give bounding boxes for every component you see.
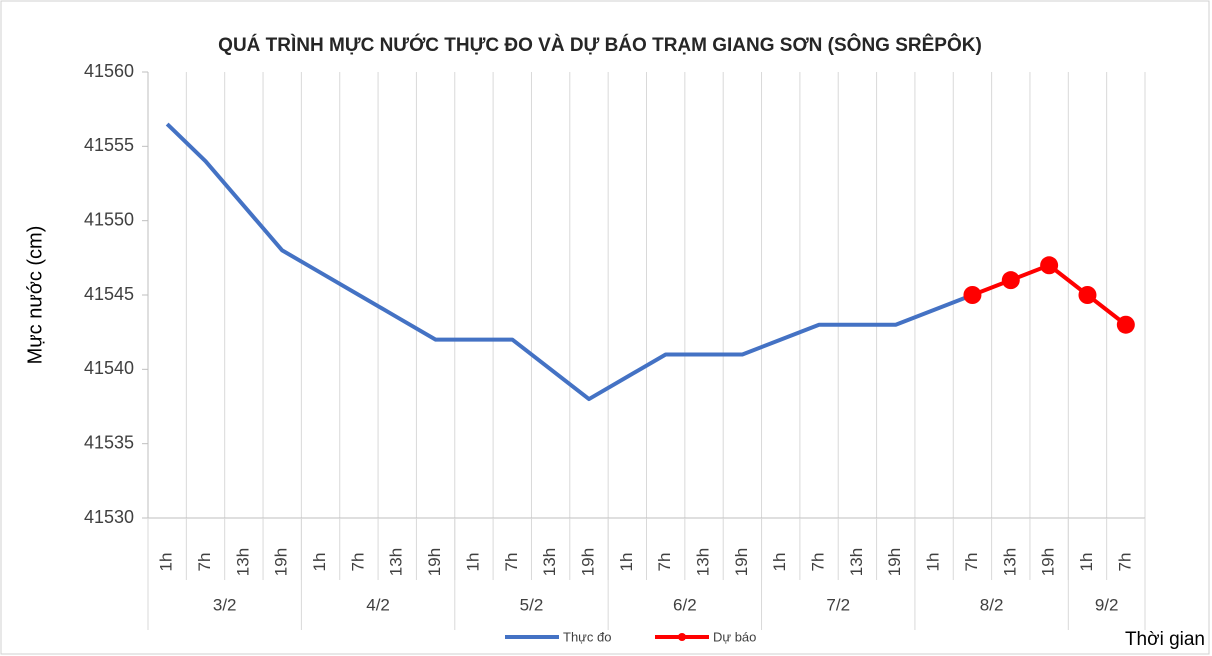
group-label: 9/2	[1095, 595, 1119, 614]
x-tick-label: 1h	[770, 553, 789, 572]
y-tick-label: 41555	[84, 135, 134, 155]
x-tick-label: 13h	[540, 548, 559, 576]
x-tick-label: 19h	[578, 548, 597, 576]
x-tick-label: 13h	[387, 548, 406, 576]
x-tick-label: 19h	[272, 548, 291, 576]
group-label: 6/2	[673, 595, 697, 614]
chart-title: QUÁ TRÌNH MỰC NƯỚC THỰC ĐO VÀ DỰ BÁO TRẠ…	[218, 34, 982, 56]
x-tick-label: 19h	[885, 548, 904, 576]
marker	[1001, 271, 1020, 290]
marker	[1078, 286, 1097, 304]
x-tick-label: 1h	[924, 553, 943, 572]
legend-label: Dự báo	[713, 629, 756, 644]
legend-label: Thực đo	[563, 629, 611, 644]
x-tick-label: 7h	[195, 553, 214, 572]
x-tick-label: 7h	[348, 553, 367, 572]
y-tick-label: 41530	[84, 507, 134, 527]
y-tick-label: 41540	[84, 358, 134, 378]
x-axis-label: Thời gian	[1125, 629, 1205, 650]
x-tick-label: 19h	[732, 548, 751, 576]
y-tick-label: 41560	[84, 61, 134, 81]
x-tick-label: 19h	[1039, 548, 1058, 576]
x-tick-label: 13h	[1000, 548, 1019, 576]
y-tick-label: 41545	[84, 284, 134, 304]
group-label: 4/2	[366, 595, 390, 614]
x-tick-label: 1h	[157, 553, 176, 572]
y-axis-label: Mực nước (cm)	[24, 226, 46, 365]
marker	[1040, 256, 1059, 275]
legend-marker	[678, 633, 686, 641]
x-tick-label: 7h	[655, 553, 674, 572]
marker	[963, 286, 982, 304]
group-label: 3/2	[213, 595, 237, 614]
x-tick-label: 19h	[425, 548, 444, 576]
x-tick-label: 7h	[502, 553, 521, 572]
x-tick-label: 7h	[1115, 553, 1134, 572]
y-tick-label: 41535	[84, 432, 134, 452]
x-tick-label: 7h	[809, 553, 828, 572]
x-tick-label: 1h	[310, 553, 329, 572]
series-line	[165, 122, 974, 402]
x-tick-label: 13h	[233, 548, 252, 576]
group-label: 7/2	[826, 595, 850, 614]
x-tick-label: 7h	[962, 553, 981, 572]
x-tick-label: 1h	[1077, 553, 1096, 572]
x-tick-label: 1h	[617, 553, 636, 572]
y-tick-label: 41550	[84, 209, 134, 229]
x-tick-label: 1h	[463, 553, 482, 572]
group-label: 8/2	[980, 595, 1004, 614]
group-label: 5/2	[520, 595, 544, 614]
x-tick-label: 13h	[847, 548, 866, 576]
x-tick-label: 13h	[694, 548, 713, 576]
marker	[1116, 315, 1135, 334]
